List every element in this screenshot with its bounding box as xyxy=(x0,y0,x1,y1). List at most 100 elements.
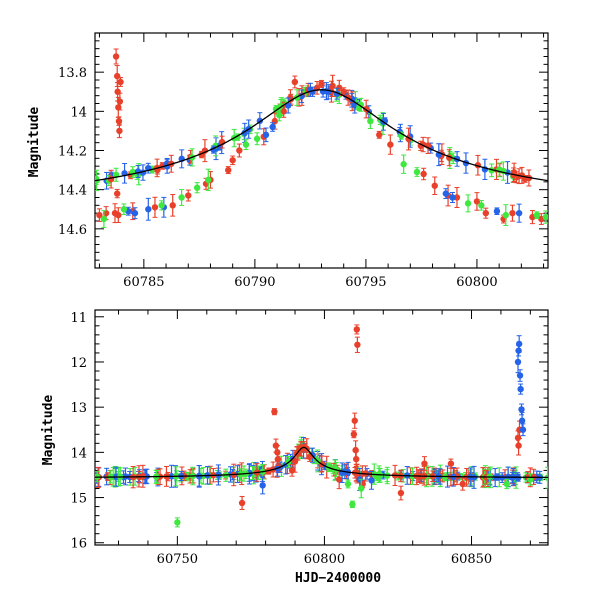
bottom-data-point-blue xyxy=(515,340,523,348)
bottom-data-point-green xyxy=(374,474,381,481)
bottom-data-point-red xyxy=(354,341,361,348)
top-data-point-green xyxy=(193,184,201,191)
top-data-point-blue xyxy=(515,209,523,217)
top-y-tick-label: 13.8 xyxy=(58,66,87,81)
top-data-point-green xyxy=(367,117,374,125)
top-data-point-green xyxy=(178,194,185,201)
top-data-point-green xyxy=(158,202,165,209)
top-data-point-red xyxy=(509,209,516,217)
bottom-data-point-green xyxy=(358,485,365,492)
top-x-tick-label: 60800 xyxy=(456,275,497,290)
top-data-point-red xyxy=(107,175,115,183)
top-data-layer xyxy=(95,48,548,228)
bottom-data-point-blue xyxy=(518,406,525,413)
top-data-point-red xyxy=(229,157,236,164)
top-data-point-red xyxy=(473,198,481,205)
bottom-data-point-red xyxy=(397,489,405,497)
bottom-data-point-red xyxy=(459,480,466,488)
top-y-tick-label: 14.4 xyxy=(58,184,87,199)
top-x-tick-label: 60795 xyxy=(345,275,386,290)
bottom-y-tick-label: 15 xyxy=(70,492,87,507)
top-data-point-red xyxy=(236,147,243,154)
bottom-plot-frame xyxy=(94,309,549,546)
top-data-point-red xyxy=(417,142,424,150)
bottom-data-point-red xyxy=(353,455,360,463)
top-data-point-red xyxy=(280,108,287,115)
bottom-data-point-red xyxy=(271,408,278,415)
top-data-point-red xyxy=(112,53,120,60)
bottom-data-point-red xyxy=(274,455,282,463)
top-y-tick-label: 14 xyxy=(70,105,87,120)
top-x-tick-label: 60790 xyxy=(234,275,275,290)
bottom-data-point-green xyxy=(174,519,181,526)
bottom-data-point-green xyxy=(503,480,511,488)
bottom-data-point-blue xyxy=(518,417,526,424)
bottom-data-point-red xyxy=(238,499,246,507)
bottom-data-point-red xyxy=(421,460,428,467)
bottom-x-axis-title: HJD−2400000 xyxy=(295,571,381,586)
bottom-data-point-red xyxy=(350,431,358,438)
top-data-point-red xyxy=(115,117,123,125)
top-y-tick-label: 14.6 xyxy=(58,223,87,238)
top-data-point-red xyxy=(102,209,110,217)
top-data-point-red xyxy=(151,204,159,211)
bottom-x-tick-label: 60800 xyxy=(304,552,345,567)
top-plot-frame xyxy=(94,32,549,269)
bottom-y-tick-label: 11 xyxy=(70,311,87,326)
top-data-point-red xyxy=(169,202,176,209)
top-data-point-red xyxy=(96,211,103,219)
bottom-data-point-blue xyxy=(517,385,524,393)
top-data-point-green xyxy=(253,135,261,142)
bottom-data-point-green xyxy=(344,480,352,488)
top-data-point-blue xyxy=(145,206,152,213)
bottom-data-point-red xyxy=(447,460,455,467)
bottom-panel: Magnitude HJD−2400000 60750 60800 60850 11 1… xyxy=(41,309,549,586)
bottom-data-point-blue xyxy=(519,426,527,433)
top-data-point-blue xyxy=(262,131,270,139)
top-data-point-red xyxy=(318,80,325,88)
top-data-point-red xyxy=(116,127,123,135)
top-data-point-red xyxy=(185,192,192,199)
top-data-point-green xyxy=(120,206,128,213)
bottom-data-point-blue xyxy=(368,477,375,484)
top-panel: Magnitude 60785 60790 60795 60800 13.8 14 14.2… xyxy=(27,32,549,290)
bottom-model-curve xyxy=(95,446,548,479)
bottom-data-point-red xyxy=(335,476,343,483)
top-model-curve xyxy=(95,89,548,182)
top-data-point-red xyxy=(340,88,347,95)
top-data-point-blue xyxy=(269,123,276,131)
top-data-point-red xyxy=(387,141,394,148)
top-data-point-blue xyxy=(449,194,456,201)
top-data-point-green xyxy=(464,200,472,207)
top-data-point-red xyxy=(114,72,121,80)
top-data-point-green xyxy=(242,141,250,148)
bottom-data-point-red xyxy=(351,417,358,424)
top-data-point-green xyxy=(478,202,485,209)
top-data-point-green xyxy=(542,213,548,221)
top-data-point-red xyxy=(114,190,121,197)
bottom-data-layer xyxy=(95,324,548,528)
top-data-point-green xyxy=(205,176,212,184)
top-data-point-red xyxy=(116,98,124,105)
top-data-point-red xyxy=(115,211,122,219)
top-data-point-green xyxy=(276,112,283,119)
top-data-point-red xyxy=(376,131,383,139)
top-data-point-blue xyxy=(131,209,139,217)
top-data-point-red xyxy=(117,78,124,86)
top-data-point-blue xyxy=(442,190,450,197)
top-data-point-red xyxy=(291,78,299,86)
bottom-x-tick-label: 60750 xyxy=(157,552,198,567)
bottom-data-point-blue xyxy=(259,482,266,489)
top-data-point-red xyxy=(482,209,490,217)
bottom-data-point-green xyxy=(441,474,449,481)
top-data-point-green xyxy=(100,215,108,223)
top-data-point-red xyxy=(453,194,461,201)
bottom-data-point-green xyxy=(349,501,356,508)
bottom-data-point-blue xyxy=(514,358,522,366)
top-data-point-green xyxy=(502,211,510,219)
bottom-y-tick-label: 14 xyxy=(70,446,87,461)
bottom-data-point-red xyxy=(515,442,522,449)
top-data-point-red xyxy=(225,166,232,174)
top-data-point-green xyxy=(400,161,407,168)
